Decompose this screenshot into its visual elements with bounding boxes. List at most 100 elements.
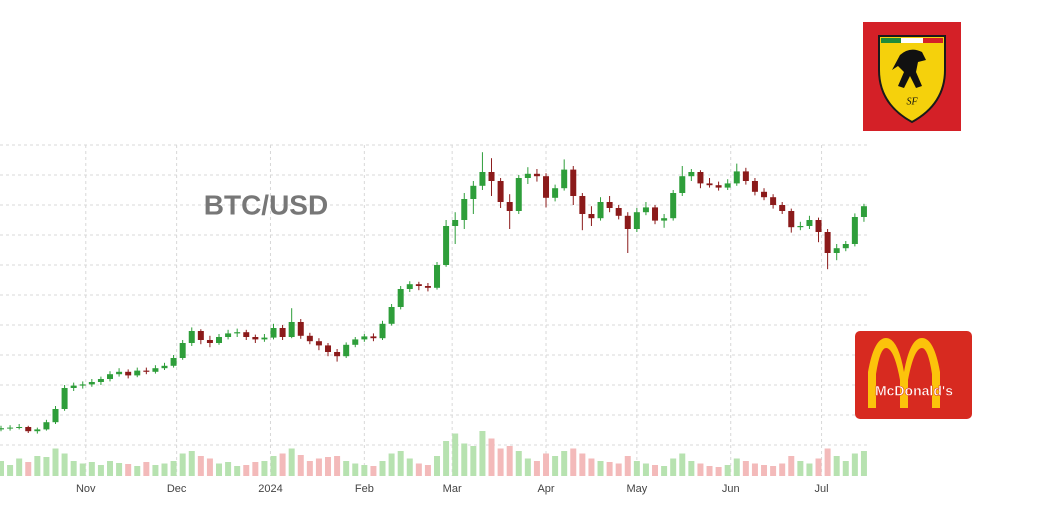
candle-body bbox=[588, 214, 595, 219]
candle-body bbox=[434, 265, 441, 288]
candle-body bbox=[315, 341, 322, 346]
candle-body bbox=[379, 323, 386, 339]
volume-bar bbox=[234, 466, 241, 476]
candle-body bbox=[488, 172, 495, 181]
candle-body bbox=[506, 202, 513, 211]
volume bbox=[0, 431, 867, 476]
candle-body bbox=[679, 176, 686, 193]
candle-body bbox=[170, 358, 177, 366]
volume-bar bbox=[34, 456, 41, 476]
candle-body bbox=[842, 244, 849, 249]
volume-bar bbox=[61, 453, 68, 476]
candle-body bbox=[552, 188, 559, 198]
candle-body bbox=[43, 422, 50, 430]
candle-body bbox=[252, 337, 259, 340]
chart-title: BTC/USD bbox=[204, 189, 328, 220]
grid bbox=[0, 144, 868, 476]
candle-body bbox=[697, 172, 704, 184]
candle-body bbox=[715, 185, 722, 188]
volume-bar bbox=[143, 462, 150, 476]
x-tick-label: Jun bbox=[722, 483, 740, 495]
candle-body bbox=[815, 220, 822, 232]
candle-body bbox=[624, 215, 631, 229]
volume-bar bbox=[715, 467, 722, 476]
volume-bar bbox=[515, 451, 522, 476]
volume-bar bbox=[533, 461, 540, 476]
volume-bar bbox=[479, 431, 486, 476]
x-tick-label: 2024 bbox=[258, 483, 282, 495]
candle-body bbox=[806, 220, 813, 226]
volume-bar bbox=[188, 451, 195, 476]
candle-body bbox=[161, 365, 168, 369]
candle-body bbox=[70, 385, 77, 388]
candle-body bbox=[79, 384, 86, 386]
volume-bar bbox=[434, 456, 441, 476]
candle-body bbox=[470, 185, 477, 199]
volume-bar bbox=[134, 466, 141, 476]
volume-bar bbox=[443, 441, 450, 476]
volume-bar bbox=[288, 448, 295, 476]
volume-bar bbox=[588, 458, 595, 476]
candle-body bbox=[761, 191, 768, 198]
candle-body bbox=[833, 248, 840, 253]
candle-body bbox=[288, 322, 295, 337]
candle-body bbox=[325, 345, 332, 352]
arches bbox=[868, 338, 940, 408]
volume-bar bbox=[833, 456, 840, 476]
volume-bar bbox=[43, 457, 50, 476]
candle-body bbox=[352, 339, 359, 345]
candle-body bbox=[860, 206, 867, 217]
volume-bar bbox=[161, 463, 168, 476]
volume-bar bbox=[225, 462, 232, 476]
candle-body bbox=[461, 199, 468, 220]
volume-bar bbox=[461, 443, 468, 476]
volume-bar bbox=[7, 465, 14, 476]
volume-bar bbox=[0, 461, 4, 476]
candle-body bbox=[279, 328, 286, 337]
volume-bar bbox=[806, 463, 813, 476]
candle-body bbox=[570, 169, 577, 196]
volume-bar bbox=[570, 448, 577, 476]
volume-bar bbox=[543, 453, 550, 476]
x-tick-label: Jul bbox=[815, 483, 829, 495]
volume-bar bbox=[424, 465, 431, 476]
volume-bar bbox=[306, 461, 313, 476]
x-tick-label: Apr bbox=[537, 483, 554, 495]
volume-bar bbox=[688, 461, 695, 476]
volume-bar bbox=[388, 453, 395, 476]
candle-body bbox=[143, 370, 150, 372]
candle-body bbox=[633, 212, 640, 229]
volume-bar bbox=[25, 462, 32, 476]
candle-body bbox=[497, 181, 504, 202]
volume-bar bbox=[670, 458, 677, 476]
volume-bar bbox=[279, 453, 286, 476]
volume-bar bbox=[497, 448, 504, 476]
candles bbox=[0, 152, 867, 434]
stripe bbox=[901, 38, 923, 43]
candle-body bbox=[88, 382, 95, 385]
candle-body bbox=[597, 202, 604, 219]
volume-bar bbox=[742, 461, 749, 476]
candle-body bbox=[724, 183, 731, 188]
candle-body bbox=[742, 171, 749, 181]
mcdonalds-logo: McDonald's bbox=[855, 331, 972, 419]
candle-body bbox=[770, 197, 777, 205]
volume-bar bbox=[851, 453, 858, 476]
candle-body bbox=[652, 207, 659, 221]
volume-bar bbox=[88, 462, 95, 476]
volume-bar bbox=[751, 463, 758, 476]
candle-body bbox=[579, 196, 586, 214]
candle-body bbox=[688, 172, 695, 177]
candle-body bbox=[424, 286, 431, 288]
candle-body bbox=[751, 181, 758, 192]
candle-body bbox=[297, 322, 304, 336]
candle-body bbox=[361, 336, 368, 340]
candle-body bbox=[670, 193, 677, 219]
volume-bar bbox=[642, 463, 649, 476]
candle-body bbox=[515, 178, 522, 211]
volume-bar bbox=[733, 458, 740, 476]
candle-body bbox=[797, 226, 804, 228]
volume-bar bbox=[79, 463, 86, 476]
x-tick-label: Mar bbox=[443, 483, 462, 495]
